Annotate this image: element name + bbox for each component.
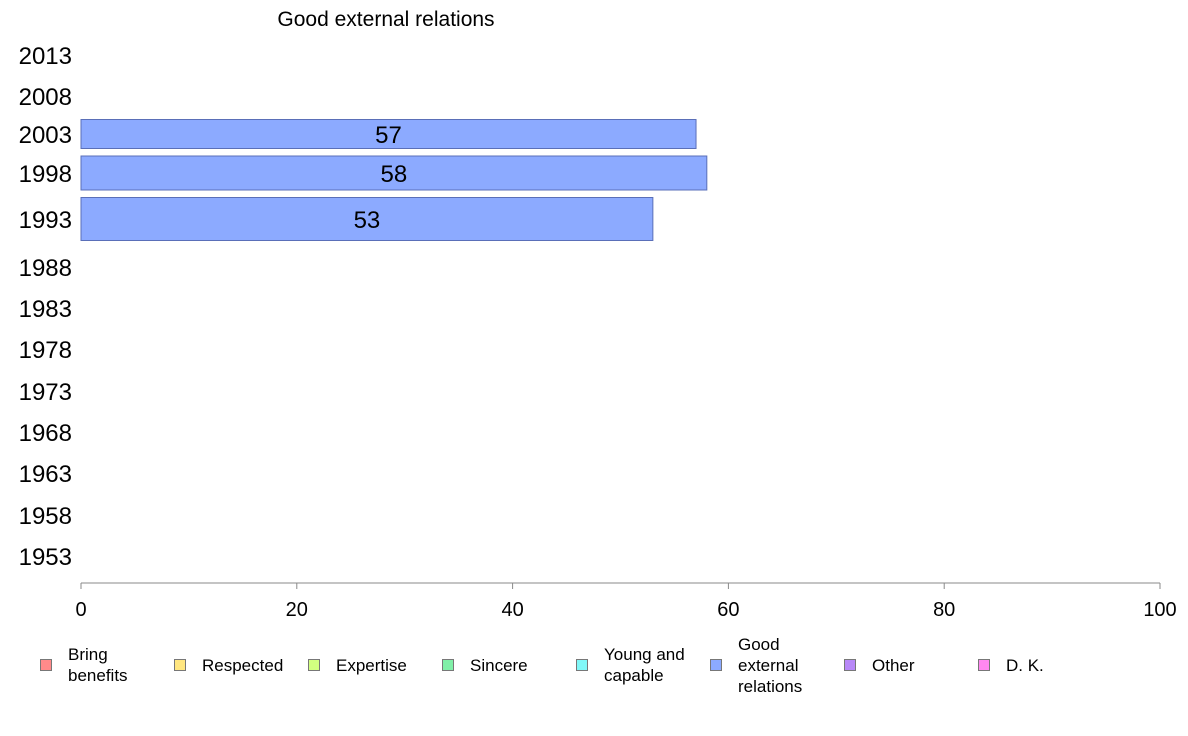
y-tick-label: 1963: [19, 461, 72, 488]
legend-item: Sincere: [442, 630, 580, 700]
legend-swatch: [978, 659, 990, 671]
legend-swatch: [710, 659, 722, 671]
x-tick-label: 0: [75, 599, 86, 621]
y-tick-label: 1978: [19, 337, 72, 364]
legend-item: Respected: [174, 630, 312, 700]
legend-label: Respected: [202, 655, 284, 675]
legend-item: Other: [844, 630, 982, 700]
bar-value-label: 58: [381, 161, 408, 188]
y-tick-label: 2008: [19, 84, 72, 111]
x-tick-label: 40: [501, 599, 523, 621]
chart: Good external relations 2013 2008 2003 1998…: [19, 8, 1177, 621]
legend-item: Bring benefits: [40, 630, 178, 700]
legend-item: Good external relations: [710, 630, 848, 700]
bar-value-label: 57: [375, 122, 402, 149]
legend-swatch: [442, 659, 454, 671]
legend-swatch: [308, 659, 320, 671]
legend-label: Expertise: [336, 655, 407, 675]
bar-value-label: 53: [354, 207, 381, 234]
chart-title: Good external relations: [277, 8, 494, 31]
y-tick-label: 1968: [19, 420, 72, 447]
legend-swatch: [576, 659, 588, 671]
legend-label: Sincere: [470, 655, 528, 675]
legend-swatch: [174, 659, 186, 671]
legend: Bring benefits Respected Expertise Sincere Y…: [0, 630, 1188, 710]
y-tick-label: 1953: [19, 544, 72, 571]
y-tick-label: 1988: [19, 255, 72, 282]
x-axis: 0 20 40 60 80 100: [75, 582, 1177, 621]
x-tick-label: 80: [933, 599, 955, 621]
legend-item: D. K.: [978, 630, 1116, 700]
legend-item: Expertise: [308, 630, 446, 700]
bar: [80, 155, 708, 191]
y-tick-label: 2013: [19, 43, 72, 70]
legend-label: Good external relations: [738, 634, 803, 696]
legend-item: Young and capable: [576, 630, 714, 700]
bar: [80, 197, 654, 241]
legend-label: D. K.: [1006, 655, 1044, 675]
legend-label: Other: [872, 655, 915, 675]
x-tick-label: 100: [1143, 599, 1176, 621]
y-tick-label: 1998: [19, 161, 72, 188]
legend-label: Bring benefits: [68, 645, 128, 685]
y-tick-label: 1958: [19, 503, 72, 530]
legend-label: Young and capable: [604, 645, 685, 685]
y-tick-label: 1993: [19, 207, 72, 234]
legend-swatch: [844, 659, 856, 671]
x-tick-label: 60: [717, 599, 739, 621]
legend-swatch: [40, 659, 52, 671]
x-tick-label: 20: [286, 599, 308, 621]
y-tick-label: 1983: [19, 296, 72, 323]
y-tick-label: 1973: [19, 379, 72, 406]
bar: [80, 119, 697, 149]
y-axis-labels: 2013 2008 2003 1998 1993 1988 1983 1978 1973 1968…: [19, 43, 72, 571]
y-tick-label: 2003: [19, 122, 72, 149]
